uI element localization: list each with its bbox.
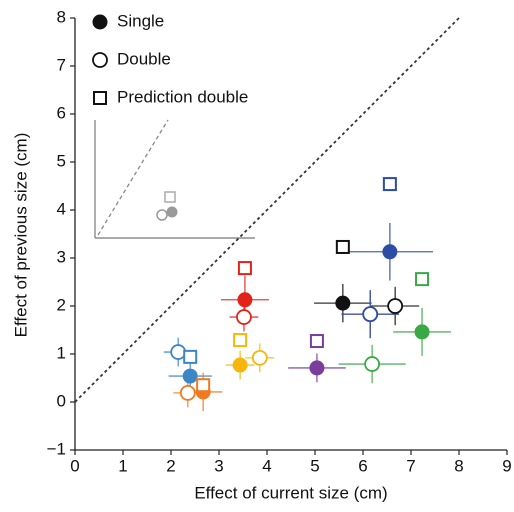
point (183, 349, 198, 364)
x-tick-label: 2 (166, 456, 175, 475)
x-tick-label: 6 (358, 456, 367, 475)
point (233, 333, 248, 348)
legend-marker (92, 52, 108, 68)
point (179, 384, 196, 401)
y-tick-label: 2 (57, 295, 66, 314)
y-tick-label: 6 (57, 103, 66, 122)
point (182, 368, 198, 384)
point (251, 349, 268, 366)
point (309, 334, 324, 349)
point (362, 306, 379, 323)
point (237, 261, 252, 276)
y-tick-label: 7 (57, 55, 66, 74)
x-tick-label: 9 (502, 456, 511, 475)
point (335, 239, 350, 254)
y-axis-label: Effect of previous size (cm) (11, 133, 30, 338)
legend-marker (92, 14, 108, 30)
inset-marker (164, 191, 176, 203)
point (364, 356, 381, 372)
legend-marker (93, 91, 107, 105)
y-tick-label: 1 (57, 343, 66, 362)
point (415, 272, 430, 287)
legend-label: Prediction double (117, 87, 248, 106)
x-tick-label: 7 (406, 456, 415, 475)
x-tick-label: 0 (70, 456, 79, 475)
identity-line (74, 17, 460, 403)
inset-marker (156, 209, 168, 221)
inset-diagonal (97, 119, 169, 236)
point (382, 177, 397, 192)
y-tick-label: 8 (57, 7, 66, 26)
point (237, 292, 253, 308)
point (232, 357, 248, 373)
inset (94, 119, 255, 239)
x-tick-label: 4 (262, 456, 271, 475)
point (236, 309, 252, 325)
legend-label: Single (117, 11, 164, 30)
point (382, 244, 398, 260)
point (414, 324, 430, 340)
x-tick-label: 1 (118, 456, 127, 475)
legend-label: Double (117, 49, 171, 68)
point (387, 298, 404, 314)
inset-marker (166, 206, 178, 218)
point (309, 360, 325, 376)
point (196, 378, 211, 393)
x-tick-label: 5 (310, 456, 319, 475)
point (170, 344, 187, 360)
x-tick-label: 8 (454, 456, 463, 475)
x-axis-label: Effect of current size (cm) (194, 483, 387, 502)
y-tick-label: 4 (57, 199, 66, 218)
x-tick-label: 3 (214, 456, 223, 475)
y-tick-label: 0 (57, 391, 66, 410)
point (335, 295, 351, 311)
y-tick-label: −1 (47, 439, 66, 458)
y-tick-label: 5 (57, 151, 66, 170)
y-tick-label: 3 (57, 247, 66, 266)
